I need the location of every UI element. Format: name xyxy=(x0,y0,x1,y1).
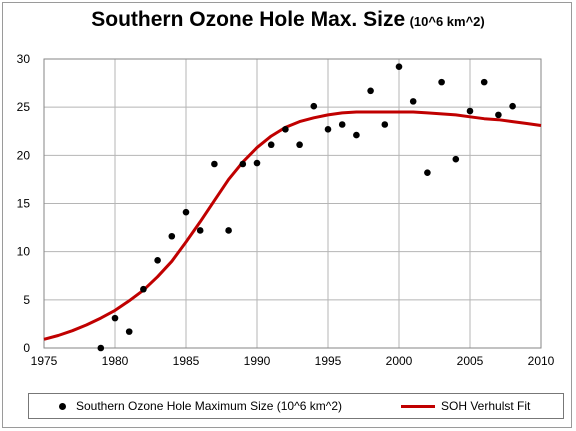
data-point xyxy=(125,328,133,335)
data-point xyxy=(395,63,403,71)
data-point xyxy=(466,107,474,115)
data-point xyxy=(140,285,147,293)
data-point xyxy=(196,227,204,234)
data-point xyxy=(282,126,289,133)
data-point xyxy=(154,257,161,264)
data-point xyxy=(338,121,346,128)
data-point xyxy=(267,141,275,149)
y-tick-label: 15 xyxy=(17,197,31,211)
data-point xyxy=(253,159,261,167)
y-tick-label: 20 xyxy=(17,148,31,162)
chart-title-main: Southern Ozone Hole Max. Size xyxy=(91,8,406,31)
data-point xyxy=(424,169,431,176)
y-tick-label: 10 xyxy=(17,245,31,259)
y-tick-label: 30 xyxy=(17,52,31,66)
data-point xyxy=(211,160,218,168)
x-tick-label: 1975 xyxy=(31,354,58,368)
data-point xyxy=(353,131,360,139)
x-tick-label: 2010 xyxy=(528,354,555,368)
data-point xyxy=(509,102,516,110)
y-tick-label: 0 xyxy=(23,341,30,355)
data-point xyxy=(324,126,332,133)
x-tick-label: 1990 xyxy=(244,354,271,368)
data-point xyxy=(182,208,190,216)
legend-marker-dot xyxy=(59,402,66,410)
legend-item-scatter: Southern Ozone Hole Maximum Size (10^6 k… xyxy=(59,399,342,413)
legend: Southern Ozone Hole Maximum Size (10^6 k… xyxy=(28,393,564,419)
chart-title: Southern Ozone Hole Max. Size (10^6 km^2… xyxy=(0,8,576,32)
x-tick-label: 2005 xyxy=(457,354,484,368)
x-tick-label: 1985 xyxy=(173,354,200,368)
data-point xyxy=(367,87,374,95)
data-point xyxy=(452,155,460,163)
chart-title-units: (10^6 km^2) xyxy=(409,14,485,29)
x-tick-label: 1995 xyxy=(315,354,342,368)
data-point xyxy=(409,98,417,105)
chart-frame xyxy=(2,2,572,428)
data-point xyxy=(239,160,247,168)
data-point xyxy=(168,232,176,240)
legend-label-scatter: Southern Ozone Hole Maximum Size (10^6 k… xyxy=(76,399,343,413)
legend-marker-line xyxy=(401,404,435,408)
legend-item-fit: SOH Verhulst Fit xyxy=(401,399,530,413)
data-point xyxy=(296,141,303,149)
data-point xyxy=(310,102,318,110)
legend-label-fit: SOH Verhulst Fit xyxy=(441,399,531,413)
y-tick-label: 5 xyxy=(23,293,30,307)
data-point xyxy=(225,227,232,234)
y-tick-label: 25 xyxy=(17,100,31,114)
x-tick-label: 2000 xyxy=(386,354,413,368)
data-point xyxy=(111,314,119,322)
data-point xyxy=(438,78,445,86)
plot-border xyxy=(43,58,542,349)
x-tick-label: 1980 xyxy=(102,354,129,368)
fit-line xyxy=(43,110,542,341)
data-point xyxy=(480,78,488,86)
data-point xyxy=(495,111,502,119)
data-point xyxy=(381,121,389,128)
data-point xyxy=(97,344,105,352)
